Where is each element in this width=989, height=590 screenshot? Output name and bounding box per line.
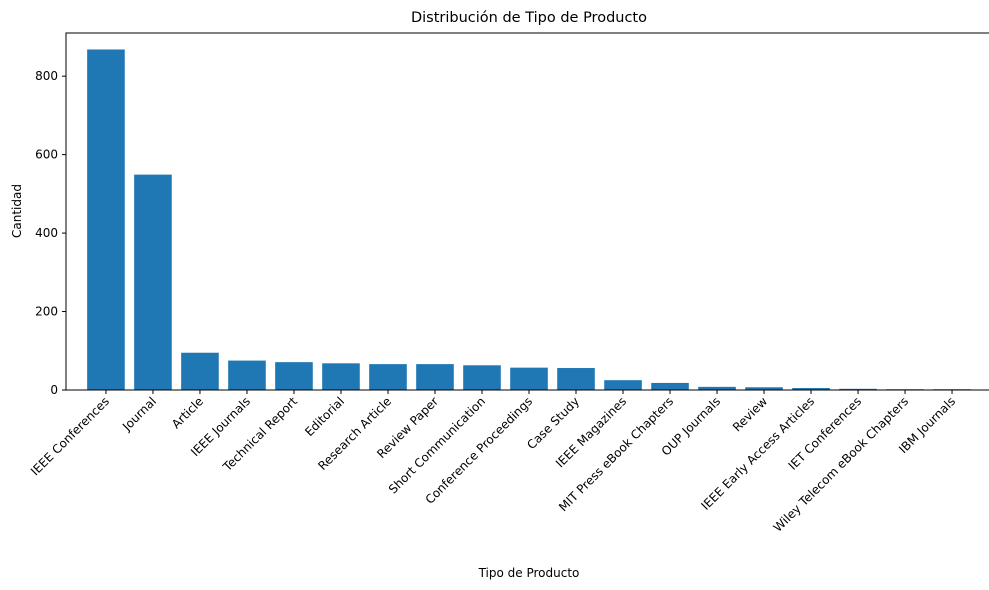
bar-iet-conferences [839, 388, 877, 390]
y-tick-label: 600 [35, 148, 58, 162]
x-tick-label: Editorial [302, 394, 347, 439]
x-tick-label: IEEE Conferences [28, 394, 112, 478]
bar-technical-report [275, 362, 313, 390]
x-tick-label: Article [169, 394, 206, 431]
bar-short-communication [463, 365, 501, 390]
bar-research-article [369, 364, 407, 390]
bar-article [181, 352, 219, 390]
y-tick-label: 200 [35, 305, 58, 319]
bar-ieee-journals [228, 360, 266, 390]
y-tick-label: 800 [35, 69, 58, 83]
bar-oup-journals [698, 386, 736, 390]
bars-group [87, 49, 971, 390]
bar-ieee-early-access-articles [792, 388, 830, 390]
x-tick-label: Journal [119, 394, 159, 434]
y-tick-label: 400 [35, 226, 58, 240]
x-tick-label: Review [730, 394, 770, 434]
bar-review-paper [416, 364, 454, 390]
x-axis-label: Tipo de Producto [478, 566, 580, 580]
bar-mit-press-ebook-chapters [651, 382, 689, 390]
y-tick-label: 0 [50, 383, 58, 397]
bar-conference-proceedings [510, 367, 548, 390]
plot-frame [65, 32, 989, 391]
bar-editorial [322, 363, 360, 390]
y-axis-ticks: 0 200 400 600 800 [35, 69, 66, 397]
bar-journal [134, 174, 172, 390]
bar-case-study [557, 368, 595, 390]
bar-ieee-magazines [604, 380, 642, 390]
bar-ieee-conferences [87, 49, 125, 390]
bar-review [745, 387, 783, 390]
chart-title: Distribución de Tipo de Producto [411, 10, 647, 26]
y-axis-label: Cantidad [10, 184, 24, 238]
